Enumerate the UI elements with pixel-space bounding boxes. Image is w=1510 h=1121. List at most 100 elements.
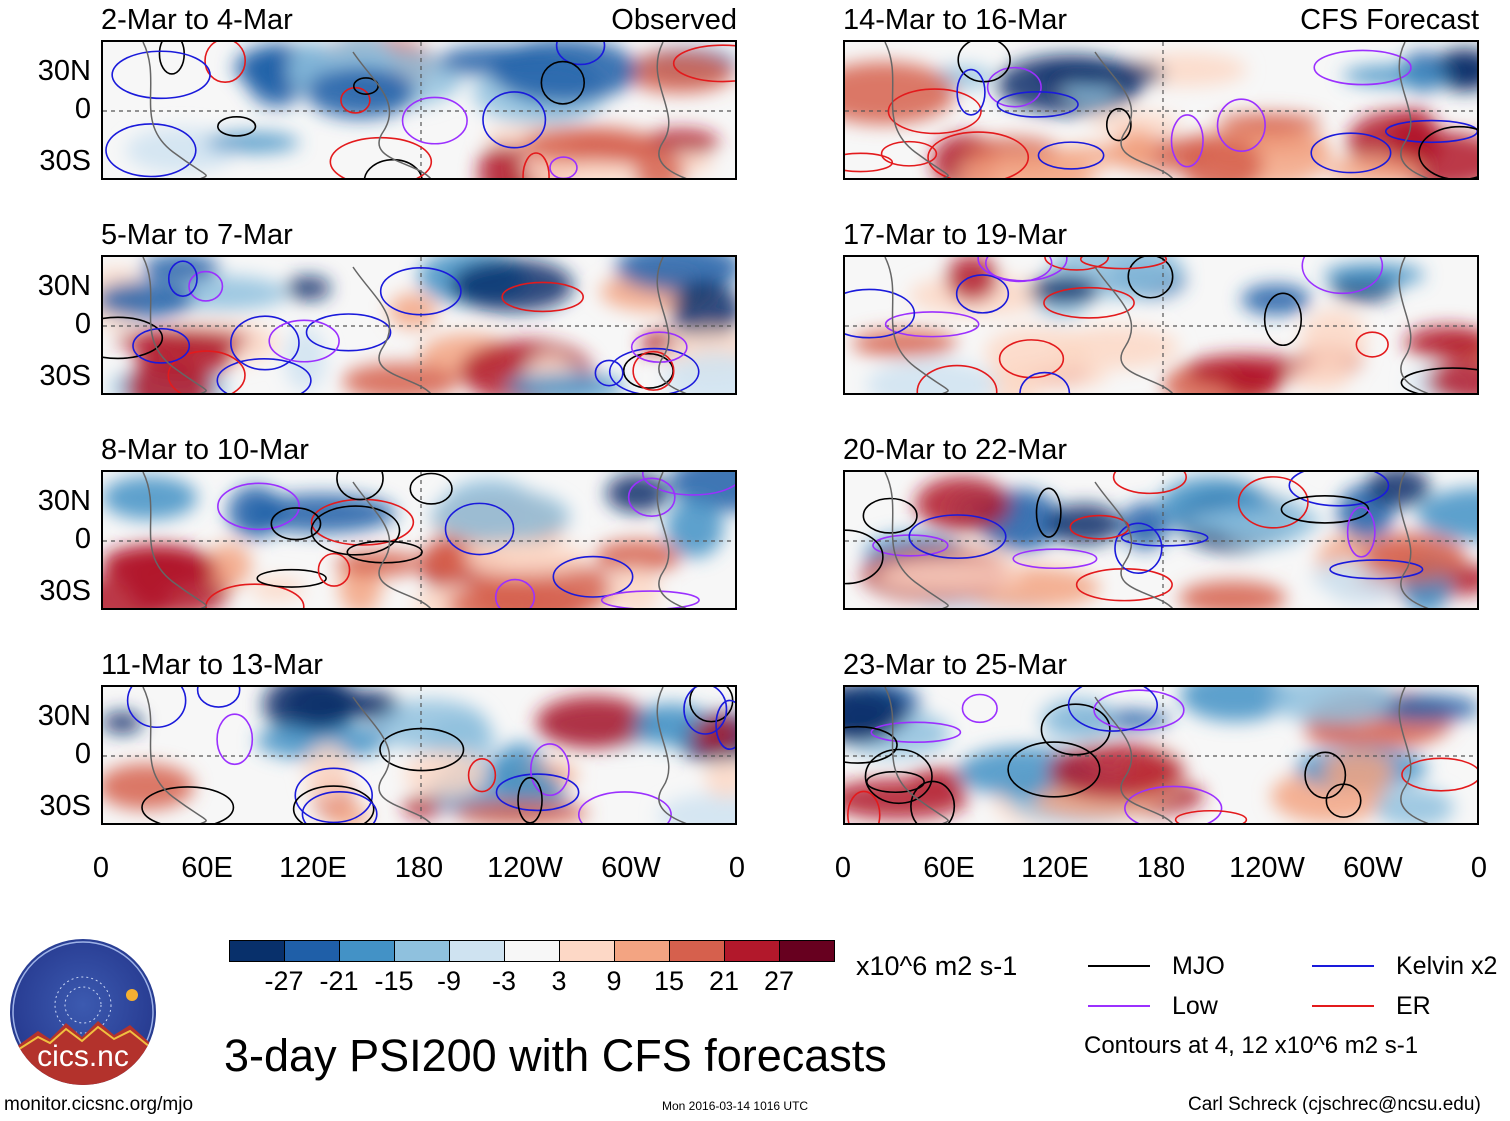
field-blob (875, 557, 1022, 595)
map-field (845, 472, 1477, 608)
contour-note: Contours at 4, 12 x10^6 m2 s-1 (1084, 1032, 1419, 1059)
map-panel (101, 255, 737, 395)
footer-url[interactable]: monitor.cicsnc.org/mjo (4, 1094, 194, 1115)
field-blob (1046, 503, 1122, 545)
field-blob (642, 129, 719, 156)
contour-mjo (517, 776, 543, 823)
contour-low (870, 721, 962, 744)
field-blob (103, 577, 173, 608)
coastline (884, 257, 1429, 393)
colorbar-swatch (559, 940, 615, 962)
contour-kelvin-x2 (1037, 141, 1105, 170)
coastline (142, 257, 687, 393)
contour-kelvin-x2 (608, 347, 700, 393)
field-blob (446, 583, 590, 608)
field-blob (1216, 112, 1323, 134)
contour-kelvin-x2 (294, 767, 373, 823)
contour-er (998, 339, 1065, 379)
x-tick-label: 120W (487, 852, 563, 884)
y-tick-label: 0 (74, 523, 91, 555)
contour-low (627, 477, 676, 517)
field-blob (1121, 502, 1170, 550)
contour-mjo (862, 497, 918, 534)
panel-title: 14-Mar to 16-Mar (843, 4, 1068, 36)
contour-low (961, 693, 998, 724)
contour-kelvin-x2 (1288, 472, 1390, 507)
colorbar-swatch (779, 940, 835, 962)
contour-er (522, 152, 550, 178)
map-panel (843, 40, 1479, 180)
footer-credit: Carl Schreck (cjschrec@ncsu.edu) (1188, 1094, 1481, 1115)
contour-kelvin-x2 (444, 502, 515, 556)
contour-kelvin-x2 (305, 313, 392, 352)
contour-er (1079, 257, 1168, 270)
contour-mjo (310, 505, 401, 556)
footer-timestamp: Mon 2016-03-14 1016 UTC (662, 1099, 809, 1113)
contour-kelvin-x2 (167, 260, 198, 297)
field-blob (1181, 135, 1263, 178)
contour-mjo (910, 780, 956, 823)
contour-mjo (1418, 125, 1477, 178)
field-blob (1288, 362, 1352, 392)
field-blob (1047, 743, 1185, 800)
field-blob (286, 276, 331, 301)
contour-low (872, 534, 949, 557)
colorbar-swatch (449, 940, 505, 962)
contour-er (1355, 331, 1389, 358)
contour-low (217, 482, 300, 531)
field-blob (1241, 284, 1311, 316)
contour-mjo (1263, 292, 1303, 347)
contour-kelvin-x2 (1384, 119, 1477, 144)
contour-low (1124, 785, 1223, 823)
y-tick-label: 30N (37, 700, 91, 732)
contour-kelvin-x2 (495, 773, 580, 812)
contour-mjo (103, 316, 164, 360)
map-panel (101, 685, 737, 825)
contour-er (887, 88, 982, 135)
map-field (845, 257, 1477, 393)
contour-kelvin-x2 (683, 687, 728, 735)
field-blob (103, 763, 195, 810)
legend-label: Low (1172, 992, 1218, 1020)
contour-low (549, 156, 578, 178)
x-tick-label: 60W (1343, 852, 1403, 884)
y-tick-label: 0 (74, 93, 91, 125)
field-blob (1416, 487, 1477, 542)
contour-er (1069, 514, 1130, 540)
x-tick-label: 0 (92, 852, 110, 884)
y-tick-label: 30N (37, 485, 91, 517)
contour-mjo (1040, 703, 1111, 756)
contour-low (1012, 548, 1098, 570)
contour-kelvin-x2 (715, 699, 735, 751)
contour-low (985, 257, 1053, 283)
x-tick-label: 180 (1136, 852, 1186, 884)
coastline (884, 687, 1429, 823)
field-blob (141, 257, 220, 283)
map-field (103, 42, 735, 178)
contour-er (632, 350, 675, 391)
map-panel (101, 40, 737, 180)
logo-text: cics.nc (37, 1040, 129, 1073)
contour-kelvin-x2 (301, 790, 378, 823)
field-blob (632, 703, 712, 747)
colorbar-tick-label: -3 (491, 966, 516, 996)
field-blob (1301, 308, 1368, 369)
field-blob (388, 293, 438, 329)
logo-graphic (10, 941, 156, 1085)
x-tick-label: 120W (1229, 852, 1305, 884)
column-label: CFS Forecast (1300, 4, 1479, 36)
contour-low (401, 96, 468, 145)
contour-kelvin-x2 (132, 327, 191, 364)
contour-kelvin-x2 (908, 514, 1007, 560)
y-tick-label: 30S (39, 360, 91, 392)
field-blob (283, 687, 356, 730)
contour-low (600, 590, 700, 608)
y-tick-label: 0 (74, 308, 91, 340)
field-blob (1270, 687, 1395, 725)
contour-low (188, 270, 224, 302)
field-blob (549, 160, 639, 178)
y-tick-label: 30S (39, 145, 91, 177)
field-blob (692, 718, 735, 751)
contour-mjo (217, 116, 257, 137)
field-blob (520, 126, 658, 164)
